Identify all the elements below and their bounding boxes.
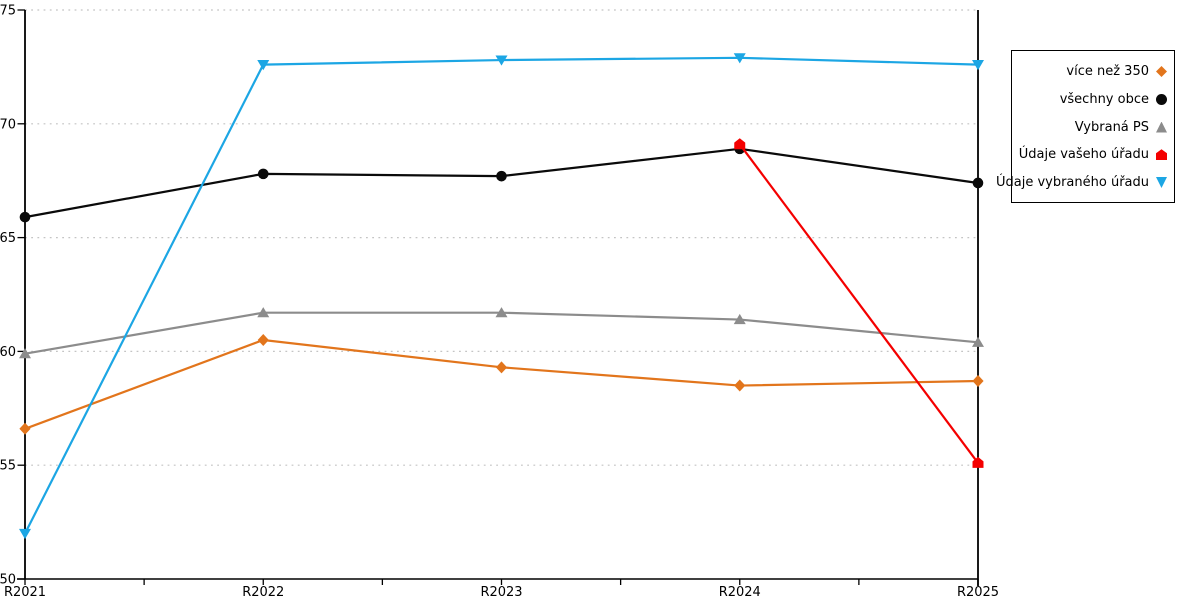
data-point-marker [257,307,270,318]
x-tick-label: R2022 [242,585,284,600]
x-tick-label: R2023 [480,585,522,600]
y-tick-label: 70 [0,117,16,132]
series-line-4 [24,56,979,534]
data-point-marker [19,348,31,359]
legend: více než 350 všechny obce Vybraná PS Údaje … [996,50,1175,203]
data-point-marker [257,334,269,347]
series-line-0 [24,338,979,430]
y-tick-label: 65 [0,231,16,246]
data-point-marker [19,422,31,435]
data-point-marker [733,313,746,325]
triangle-down-icon [1156,177,1167,188]
data-point-marker [257,60,270,71]
series-line-1 [24,147,979,219]
data-point-marker [972,177,984,189]
data-point-marker [495,361,508,374]
legend-item-2: Vybraná PS [1016,114,1167,141]
legend-item-0: více než 350 [1016,58,1167,85]
data-point-marker [972,374,984,387]
legend-item-4: Údaje vybraného úřadu [996,169,1167,196]
legend-item-3: Údaje vašeho úřadu [1016,141,1167,168]
x-tick-label: R2025 [957,585,999,600]
data-point-marker [972,60,984,71]
data-point-marker [496,170,507,182]
data-point-marker [19,211,31,223]
data-point-marker [257,168,269,180]
data-point-marker [495,55,508,66]
legend-item-label: všechny obce [1059,91,1149,107]
data-point-marker [733,53,746,64]
series-line-3 [738,143,979,464]
data-point-marker [19,528,31,540]
series-line-2 [24,311,979,355]
y-tick-label: 50 [0,573,16,588]
legend-item-1: všechny obce [1016,86,1167,113]
data-point-marker [972,336,984,347]
triangle-up-icon [1156,121,1167,133]
y-tick-label: 55 [0,459,16,474]
y-tick-label: 75 [0,4,16,19]
data-point-marker [734,138,746,150]
x-tick-label: R2024 [719,585,761,600]
data-point-marker [734,379,746,392]
legend-item-label: Údaje vybraného úřadu [995,175,1149,190]
data-point-marker [972,456,984,468]
diamond-icon [1156,66,1167,77]
legend-item-label: Vybraná PS [1074,119,1149,135]
legend-item-label: více než 350 [1066,64,1149,79]
data-point-marker [495,307,508,318]
circle-icon [1156,93,1167,105]
legend-item-label: Údaje vašeho úřadu [1018,147,1149,163]
x-tick-label: R2021 [4,585,46,600]
y-tick-label: 60 [0,345,16,360]
pentagon-icon [1156,149,1167,161]
